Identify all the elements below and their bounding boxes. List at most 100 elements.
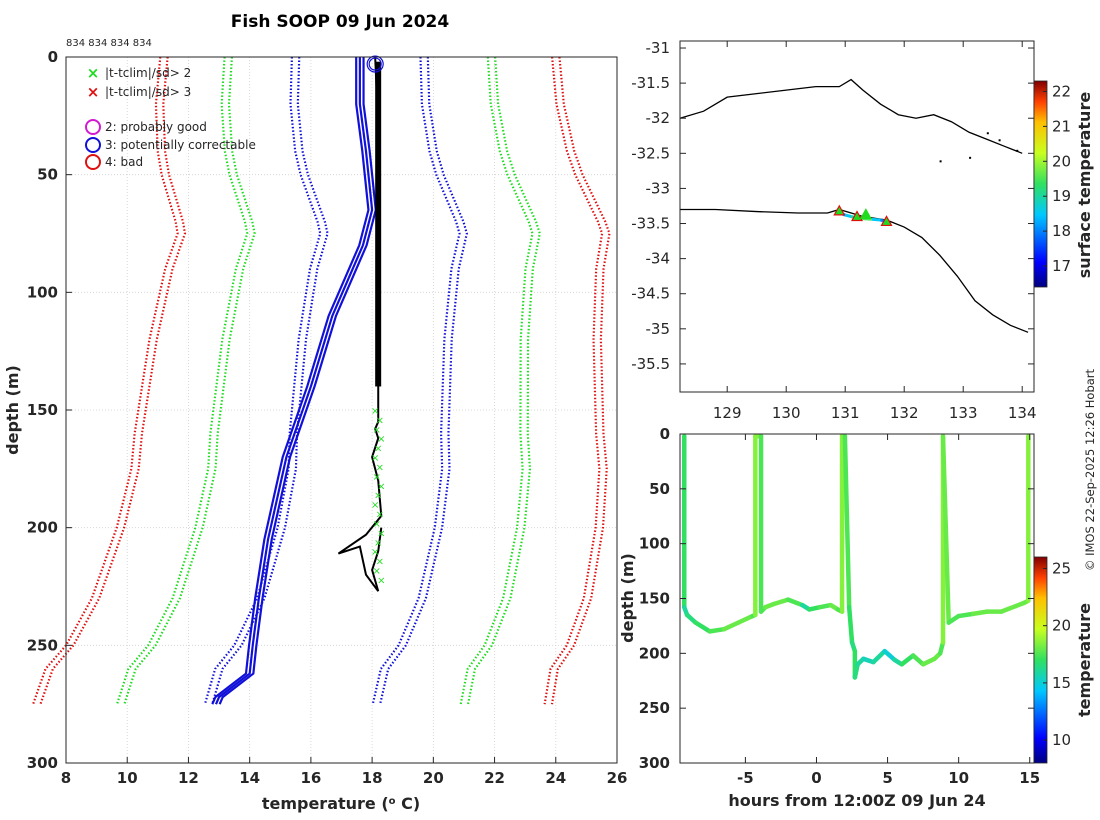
profile-xtick-label: 14	[239, 769, 260, 787]
profile-mean-line-copy	[214, 57, 374, 705]
profile-climatology-line	[459, 56, 534, 705]
map-ticks: 129 130 131 132 133 134 -31 -31.5 -32 -32.5 -33 -33…	[631, 39, 1036, 422]
profile-climatology-line	[466, 56, 541, 705]
map-island-dot	[969, 156, 972, 159]
profile-climatology-line	[379, 56, 468, 705]
profile-flag-x-marker: ×	[377, 575, 385, 586]
profile-flag-x-marker: ×	[376, 557, 384, 568]
timeseries-trace-segment	[846, 605, 855, 645]
profile-climatology-line	[550, 56, 611, 705]
profile-xtick-label: 22	[484, 769, 505, 787]
timeseries-colorbar-tick-label: 25	[1052, 559, 1071, 577]
profile-grid	[65, 56, 618, 764]
profile-ytick-label: 300	[27, 754, 58, 772]
profile-mean-line-copy	[218, 57, 377, 705]
profile-flag-x-marker: ×	[374, 491, 382, 502]
profile-xtick-label: 18	[362, 769, 383, 787]
figure-title: Fish SOOP 09 Jun 2024	[231, 12, 450, 32]
profile-climatology-line	[543, 56, 604, 705]
timeseries-trace-segment	[940, 433, 951, 625]
legend-circle-marker	[85, 154, 101, 170]
timeseries-colorbar-tick-label: 15	[1052, 674, 1071, 692]
map-colorbar-tick-label: 20	[1052, 152, 1071, 170]
map-ytick-label: -34.5	[631, 285, 670, 303]
timeseries-trace-segment	[785, 597, 805, 608]
profile-flag-x-marker: ×	[373, 566, 381, 577]
profile-flag-circle	[366, 55, 384, 73]
map-island-dot	[998, 139, 1001, 142]
timeseries-ytick-label: 200	[639, 644, 670, 662]
timeseries-trace-segment	[736, 613, 755, 625]
map-axes: 129 130 131 132 133 134 -31 -31.5 -32 -32.5 -33 -33…	[631, 39, 1036, 422]
map-coastline	[679, 78, 1029, 333]
timeseries-colorbar: 10 15 20 25 temperature	[1033, 556, 1094, 764]
timeseries-ylabel: depth (m)	[618, 553, 637, 643]
timeseries-colorbar-label: temperature	[1075, 603, 1094, 717]
map-track-segment	[844, 213, 852, 218]
legend-label: |t-tclim|/sd> 3	[105, 85, 191, 99]
timeseries-trace-segment	[999, 603, 1018, 614]
legend-label: |t-tclim|/sd> 2	[105, 66, 191, 80]
profile-flag-circle	[368, 57, 382, 71]
map-colorbar-tick-label: 18	[1052, 222, 1071, 240]
timeseries-ytick-label: 300	[639, 754, 670, 772]
profile-flag-x-marker: ×	[374, 444, 382, 455]
profile-flag-x-marker: ×	[377, 481, 385, 492]
map-ytick-label: -35	[646, 320, 671, 338]
profile-observed-line: ×××××××××××××××××××	[337, 56, 385, 592]
timeseries-xtick-label: 0	[811, 769, 821, 787]
legend-circle-marker	[85, 119, 101, 135]
profile-flag-x-marker: ×	[371, 406, 379, 417]
timeseries-ytick-label: 50	[649, 480, 670, 498]
profile-xtick-label: 12	[178, 769, 199, 787]
map-ytick-label: -31	[646, 39, 671, 57]
timeseries-trace-segment	[842, 433, 852, 610]
timeseries-trace-segment	[693, 620, 713, 634]
profile-flag-x-marker: ×	[377, 528, 385, 539]
timeseries-trace-segment	[899, 653, 916, 667]
timeseries-ytick-label: 100	[639, 535, 670, 553]
map-ytick-label: -31.5	[631, 74, 670, 92]
map-xtick-label: 130	[772, 404, 801, 422]
profile-flag-x-marker: ×	[376, 462, 384, 473]
timeseries-colorbar-tick-label: 20	[1052, 617, 1071, 635]
profile-flag-x-marker: ×	[373, 425, 381, 436]
profile-flag-x-marker: ×	[371, 547, 379, 558]
profile-climatology-line	[115, 56, 249, 705]
profile-flag-markers	[366, 55, 384, 73]
timeseries-trace-segment	[771, 597, 791, 607]
timeseries-trace	[682, 433, 1031, 680]
profile-climatology-lines	[32, 56, 611, 705]
profile-ytick-label: 50	[37, 166, 58, 184]
timeseries-ytick-label: 250	[639, 699, 670, 717]
map-ytick-label: -34	[646, 250, 671, 268]
timeseries-xtick-label: 5	[882, 769, 892, 787]
profile-ytick-label: 0	[48, 48, 58, 66]
profile-xtick-label: 16	[300, 769, 321, 787]
legend-label: 3: potentially correctable	[105, 138, 256, 152]
timeseries-colorbar-tick-label: 10	[1052, 731, 1071, 749]
map-drop-triangle	[833, 204, 846, 216]
map-ytick-label: -32	[646, 109, 671, 127]
profile-xtick-label: 8	[61, 769, 71, 787]
profile-climatology-line	[371, 56, 461, 705]
map-island-dot	[1016, 149, 1019, 152]
profile-xtick-label: 20	[423, 769, 444, 787]
map-ytick-label: -33	[646, 179, 671, 197]
map-drop-triangle	[850, 210, 864, 222]
profile-xtick-label: 26	[607, 769, 628, 787]
map-ytick-label: -32.5	[631, 144, 670, 162]
profile-ytick-label: 200	[27, 519, 58, 537]
profile-flag-x-marker: ×	[376, 510, 384, 521]
profile-flag-x-marker: ×	[373, 519, 381, 530]
profile-ylabel: depth (m)	[3, 365, 22, 455]
profile-flag-x-marker: ×	[374, 538, 382, 549]
map-drop-triangle	[859, 208, 872, 219]
profile-flag-x-marker: ×	[377, 434, 385, 445]
legend-label: 2: probably good	[105, 120, 207, 134]
profile-mean-line-copy	[211, 57, 370, 705]
profile-xtick-label: 24	[545, 769, 566, 787]
map-track-segment	[871, 217, 881, 222]
profile-flag-x-marker: ×	[376, 415, 384, 426]
